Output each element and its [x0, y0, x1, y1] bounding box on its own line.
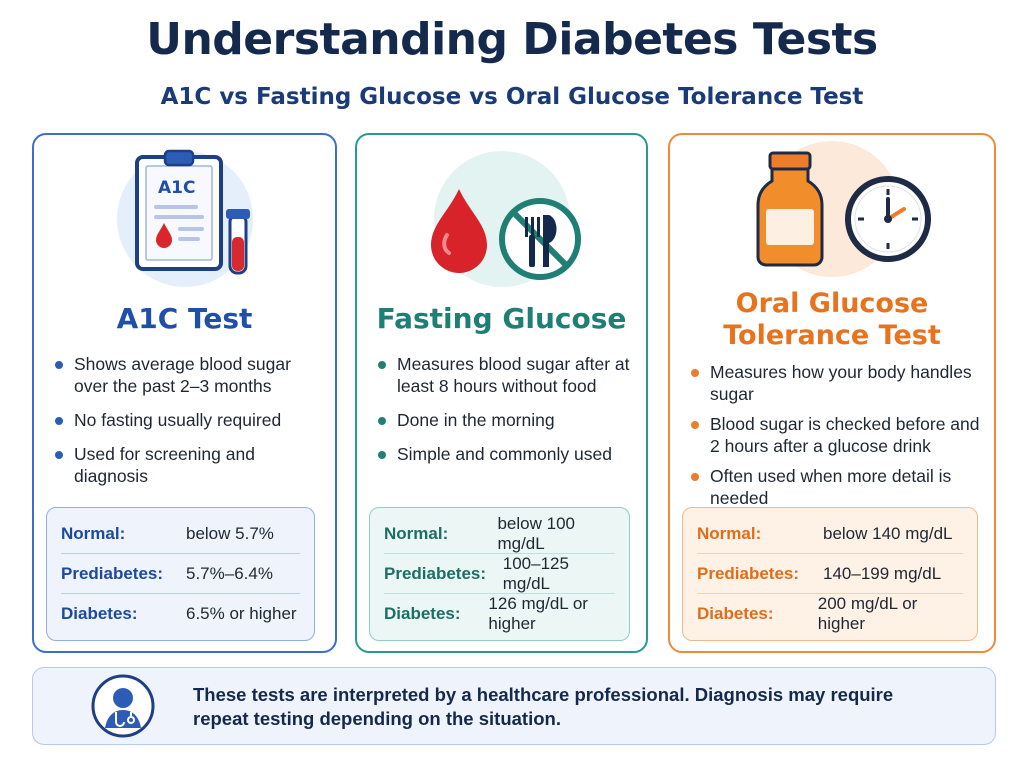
range-label: Prediabetes: [61, 563, 164, 583]
bullet-icon [55, 361, 63, 369]
range-row-normal: Normal: below 140 mg/dL [697, 514, 963, 554]
range-value: below 140 mg/dL [823, 523, 953, 543]
blood-drop-no-food-icon [357, 149, 646, 289]
range-label: Normal: [697, 523, 762, 543]
list-item: Used for screening and diagnosis [52, 443, 321, 487]
bullet-icon [378, 451, 386, 459]
bullet-icon [378, 361, 386, 369]
card-ogtt: Oral Glucose Tolerance Test Measures how… [668, 133, 996, 653]
list-item: Measures how your body handles sugar [688, 361, 980, 405]
range-value: below 100 mg/dL [497, 513, 575, 553]
range-label: Diabetes: [384, 604, 461, 623]
bullet-list: Measures blood sugar after at least 8 ho… [375, 353, 632, 477]
range-table: Normal: below 140 mg/dL Prediabetes: 140… [682, 507, 978, 641]
list-item: Simple and commonly used [375, 443, 632, 465]
range-label: Normal: [61, 523, 126, 543]
range-value: 100–125 mg/dL [502, 553, 569, 593]
page-title: Understanding Diabetes Tests [146, 14, 878, 65]
page-subtitle: A1C vs Fasting Glucose vs Oral Glucose T… [160, 84, 864, 110]
bullet-icon [55, 417, 63, 425]
range-label: Normal: [384, 523, 449, 543]
list-item: Often used when more detail is needed [688, 465, 980, 509]
range-value: 140–199 mg/dL [823, 563, 942, 583]
range-row-prediabetes: Prediabetes: 5.7%–6.4% [61, 554, 300, 594]
range-value: 6.5% or higher [186, 604, 297, 623]
card-title: Oral Glucose Tolerance Test [723, 288, 941, 351]
card-title: Fasting Glucose [376, 302, 627, 335]
bullet-icon [691, 369, 699, 377]
glucose-bottle-clock-icon [670, 139, 994, 279]
range-row-diabetes: Diabetes: 200 mg/dL or higher [697, 594, 963, 634]
bullet-icon [55, 451, 63, 459]
bullet-icon [378, 417, 386, 425]
range-row-prediabetes: Prediabetes: 100–125 mg/dL [384, 554, 615, 594]
range-row-diabetes: Diabetes: 126 mg/dL or higher [384, 594, 615, 634]
list-item: Blood sugar is checked before and 2 hour… [688, 413, 980, 457]
range-label: Prediabetes: [697, 563, 800, 583]
disclaimer-note: These tests are interpreted by a healthc… [32, 667, 996, 745]
range-row-normal: Normal: below 100 mg/dL [384, 514, 615, 554]
note-text: These tests are interpreted by a healthc… [193, 684, 894, 729]
list-item: Measures blood sugar after at least 8 ho… [375, 353, 632, 397]
range-value: 200 mg/dL or higher [817, 594, 918, 633]
range-value: 126 mg/dL or higher [488, 594, 588, 633]
bullet-icon [691, 421, 699, 429]
range-row-diabetes: Diabetes: 6.5% or higher [61, 594, 300, 634]
range-value: below 5.7% [186, 523, 274, 543]
range-row-prediabetes: Prediabetes: 140–199 mg/dL [697, 554, 963, 594]
list-item: Shows average blood sugar over the past … [52, 353, 321, 397]
range-label: Diabetes: [697, 604, 774, 623]
card-a1c: A1C A1C Test Shows average blood sugar o… [32, 133, 337, 653]
card-title: A1C Test [116, 302, 253, 335]
bullet-icon [691, 473, 699, 481]
clipboard-a1c-icon: A1C [34, 149, 335, 289]
range-label: Diabetes: [61, 604, 138, 623]
bullet-list: Measures how your body handles sugar Blo… [688, 361, 980, 517]
range-row-normal: Normal: below 5.7% [61, 514, 300, 554]
card-fasting-glucose: Fasting Glucose Measures blood sugar aft… [355, 133, 648, 653]
range-table: Normal: below 100 mg/dL Prediabetes: 100… [369, 507, 630, 641]
range-table: Normal: below 5.7% Prediabetes: 5.7%–6.4… [46, 507, 315, 641]
bullet-list: Shows average blood sugar over the past … [52, 353, 321, 499]
svg-text:A1C: A1C [158, 178, 195, 198]
doctor-icon [91, 674, 155, 743]
range-label: Prediabetes: [384, 563, 487, 583]
list-item: No fasting usually required [52, 409, 321, 431]
range-value: 5.7%–6.4% [186, 563, 273, 583]
list-item: Done in the morning [375, 409, 632, 431]
